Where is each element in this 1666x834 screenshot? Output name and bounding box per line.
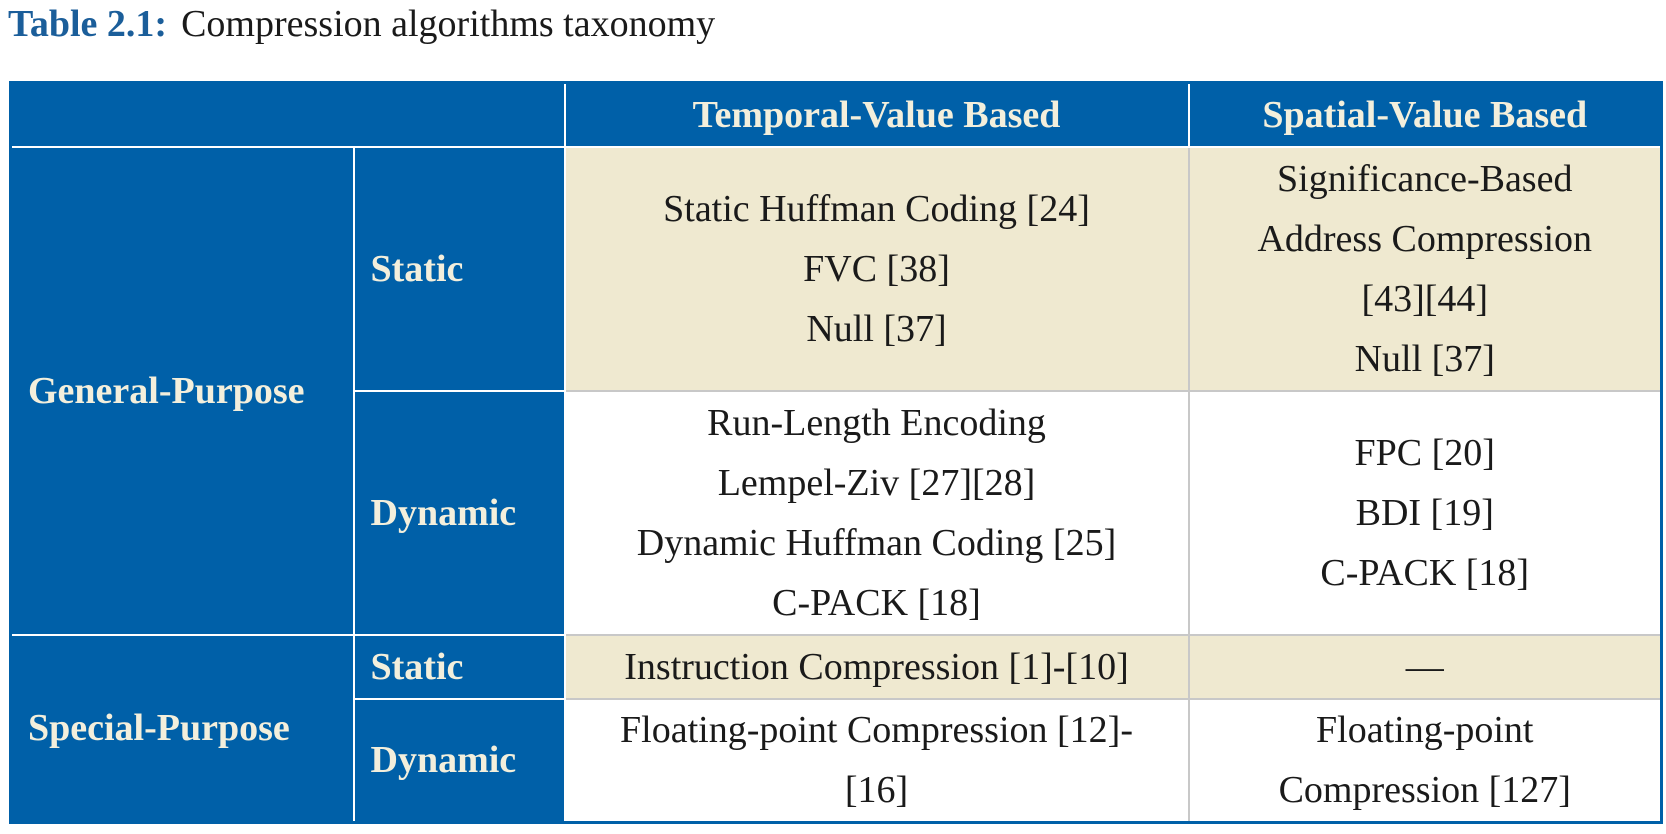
group-label: General-Purpose [9, 145, 355, 636]
cell-line: C-PACK [18] [772, 581, 981, 624]
cell-line: Static Huffman Coding [24] [663, 187, 1090, 230]
caption-label: Table 2.1: [8, 3, 168, 45]
data-cell: Instruction Compression [1]-[10] [563, 633, 1190, 700]
cell-line: BDI [19] [1355, 491, 1494, 534]
table-caption: Table 2.1: Compression algorithms taxonom… [8, 2, 715, 46]
cell-line: Compression [127] [1278, 769, 1571, 812]
data-cell: — [1187, 633, 1663, 700]
row-label: Static [352, 145, 566, 392]
data-cell: Floating-point Compression [12]- [16] [563, 697, 1190, 824]
body-row: Dynamic Run-Length Encoding Lempel-Ziv [27… [11, 389, 1663, 636]
data-cell: FPC [20] BDI [19] C-PACK [18] [1187, 389, 1663, 636]
cell-line: Lempel-Ziv [27][28] [717, 461, 1036, 504]
cell-line: C-PACK [18] [1320, 551, 1530, 594]
cell-line: — [1405, 645, 1444, 688]
cell-line: Null [37] [806, 307, 947, 350]
corner-cell [9, 81, 566, 148]
row-label: Static [352, 633, 566, 700]
cell-line: Significance-Based [1277, 157, 1573, 200]
cell-line: Null [37] [1354, 337, 1495, 380]
cell-line: Address Compression [1257, 217, 1593, 260]
body-row: Special-Purpose Static Instruction Compres… [9, 633, 1663, 824]
cell-line: Instruction Compression [1]-[10] [624, 645, 1129, 688]
data-cell: Floating-point Compression [127] [1187, 697, 1663, 824]
cell-line: [43][44] [1361, 277, 1489, 320]
cell-line: FVC [38] [803, 247, 950, 290]
taxonomy-table: Temporal-Value Based Spatial-Value Based G… [9, 81, 1663, 824]
data-cell: Significance-Based Address Compression [43… [1187, 145, 1663, 392]
data-cell: Run-Length Encoding Lempel-Ziv [27][28] Dy… [563, 389, 1190, 636]
cell-line: Dynamic Huffman Coding [25] [636, 521, 1117, 564]
cell-line: Run-Length Encoding [707, 401, 1046, 444]
row-label: Dynamic [352, 389, 566, 636]
body-row: Dynamic Floating-point Compression [12]- [… [11, 697, 1663, 824]
row-label: Dynamic [352, 697, 566, 824]
data-cell: Static Huffman Coding [24] FVC [38] Null [… [563, 145, 1190, 392]
header-row: Temporal-Value Based Spatial-Value Based [9, 81, 1663, 148]
cell-line: Floating-point Compression [12]- [620, 709, 1133, 752]
caption-text: Compression algorithms taxonomy [181, 3, 716, 45]
column-header: Temporal-Value Based [563, 81, 1190, 148]
column-header: Spatial-Value Based [1187, 81, 1663, 148]
cell-line: Floating-point [1316, 709, 1534, 752]
body-row: General-Purpose Static Static Huffman Codi… [9, 145, 1663, 636]
group-label: Special-Purpose [9, 633, 355, 824]
cell-line: FPC [20] [1354, 431, 1495, 474]
cell-line: [16] [844, 769, 909, 812]
